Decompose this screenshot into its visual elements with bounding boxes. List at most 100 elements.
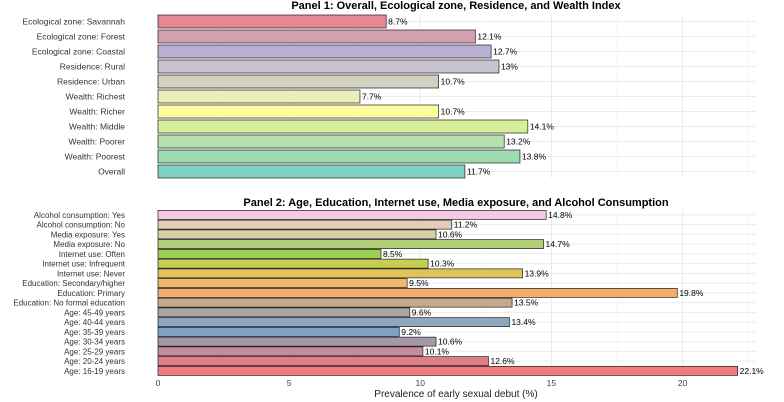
bar-row: Wealth: Poorer 13.2% <box>68 134 531 149</box>
category-label: Wealth: Poorest <box>65 152 126 162</box>
bar-row: Wealth: Richer 10.7% <box>69 104 466 119</box>
bar-row: Wealth: Middle 14.1% <box>69 119 555 134</box>
panel-1: Panel 1: Overall, Ecological zone, Resid… <box>22 0 756 179</box>
value-label: 10.1% <box>425 346 450 356</box>
category-label: Ecological zone: Coastal <box>32 47 125 57</box>
bar <box>157 164 466 179</box>
bar <box>157 89 361 104</box>
bar-row: Internet use: Never 13.9% <box>57 268 549 278</box>
bar-row: Age: 25-29 years 10.1% <box>64 346 449 356</box>
bar-row: Ecological zone: Forest 12.1% <box>37 29 502 44</box>
value-label: 11.2% <box>454 220 478 230</box>
category-label: Age: 20-24 years <box>64 357 125 366</box>
x-tick-label: 15 <box>547 378 557 388</box>
value-label: 13% <box>501 62 518 72</box>
bar <box>157 307 411 318</box>
category-label: Residence: Rural <box>60 62 125 72</box>
value-label: 13.4% <box>511 317 536 327</box>
bar <box>157 336 437 347</box>
bar <box>157 44 492 59</box>
category-label: Age: 16-19 years <box>64 367 125 376</box>
bar-row: Media exposure: Yes 10.6% <box>51 229 463 239</box>
category-label: Residence: Urban <box>57 77 125 87</box>
category-label: Media exposure: Yes <box>51 230 125 239</box>
value-label: 9.2% <box>401 327 421 337</box>
bar <box>157 317 510 327</box>
category-label: Age: 25-29 years <box>64 347 125 356</box>
value-label: 8.7% <box>388 17 408 27</box>
value-label: 14.1% <box>530 122 555 132</box>
x-tick-label: 20 <box>678 378 688 388</box>
x-tick-label: 5 <box>287 378 292 388</box>
bar-row: Internet use: Often 8.5% <box>59 249 403 259</box>
bar-row: Alcohol consumption: Yes 14.8% <box>34 210 573 220</box>
category-label: Internet use: Infrequent <box>42 260 126 269</box>
bar <box>157 327 400 337</box>
value-label: 12.6% <box>490 356 515 366</box>
panel-2-title: Panel 2: Age, Education, Internet use, M… <box>243 197 668 209</box>
category-label: Age: 45-49 years <box>64 308 125 317</box>
category-label: Education: Primary <box>57 289 125 298</box>
value-label: 13.2% <box>506 137 531 147</box>
bar-row: Age: 35-39 years 9.2% <box>64 327 421 337</box>
value-label: 10.3% <box>430 259 455 269</box>
bar-row: Ecological zone: Coastal 12.7% <box>32 44 518 59</box>
bar-row: Wealth: Poorest 13.8% <box>65 149 547 164</box>
bar <box>157 59 500 74</box>
category-label: Wealth: Richest <box>66 92 126 102</box>
bar <box>157 14 387 29</box>
category-label: Wealth: Richer <box>69 107 125 117</box>
bar-row: Education: Primary 19.8% <box>57 288 703 298</box>
bar-row: Alcohol consumption: No 11.2% <box>37 220 478 230</box>
bar <box>157 258 429 269</box>
bar-row: Age: 45-49 years 9.6% <box>64 307 432 317</box>
bar <box>157 239 544 249</box>
value-label: 10.7% <box>441 77 466 87</box>
panel-2: Panel 2: Age, Education, Internet use, M… <box>13 197 764 376</box>
bar <box>157 134 505 149</box>
x-tick-label: 0 <box>156 378 161 388</box>
bar <box>157 119 529 134</box>
bar <box>157 356 489 366</box>
bar <box>157 210 547 220</box>
value-label: 9.6% <box>412 307 432 317</box>
category-label: Education: No formal education <box>13 299 125 308</box>
bar <box>157 288 678 298</box>
bar-row: Ecological zone: Savannah 8.7% <box>22 14 408 29</box>
panel-1-title: Panel 1: Overall, Ecological zone, Resid… <box>291 0 621 12</box>
x-tick-label: 10 <box>416 378 426 388</box>
bar <box>157 249 382 259</box>
value-label: 13.9% <box>525 268 550 278</box>
bar <box>157 297 513 308</box>
category-label: Media exposure: No <box>53 240 125 249</box>
value-label: 13.5% <box>514 298 539 308</box>
bar <box>157 278 408 288</box>
value-label: 10.7% <box>441 107 466 117</box>
value-label: 12.7% <box>493 47 518 57</box>
bar-row: Wealth: Richest 7.7% <box>66 89 382 104</box>
value-label: 14.7% <box>546 239 571 249</box>
bar <box>157 219 453 230</box>
bar-row: Age: 40-44 years 13.4% <box>64 317 536 327</box>
bar <box>157 268 523 279</box>
value-label: 14.8% <box>548 210 573 220</box>
bar-row: Residence: Urban 10.7% <box>57 74 466 89</box>
value-label: 8.5% <box>383 249 403 259</box>
category-label: Ecological zone: Forest <box>37 32 126 42</box>
bar <box>157 104 439 119</box>
bar <box>157 346 424 357</box>
value-label: 10.6% <box>438 229 463 239</box>
category-label: Overall <box>98 167 125 177</box>
value-label: 22.1% <box>740 366 765 376</box>
category-label: Age: 40-44 years <box>64 318 125 327</box>
value-label: 19.8% <box>679 288 704 298</box>
category-label: Alcohol consumption: Yes <box>34 211 125 220</box>
value-label: 13.8% <box>522 152 547 162</box>
bar-row: Overall 11.7% <box>98 164 491 179</box>
category-label: Alcohol consumption: No <box>37 221 126 230</box>
value-label: 12.1% <box>477 32 502 42</box>
category-label: Age: 30-34 years <box>64 338 125 347</box>
value-label: 9.5% <box>409 278 429 288</box>
bar <box>157 366 738 376</box>
